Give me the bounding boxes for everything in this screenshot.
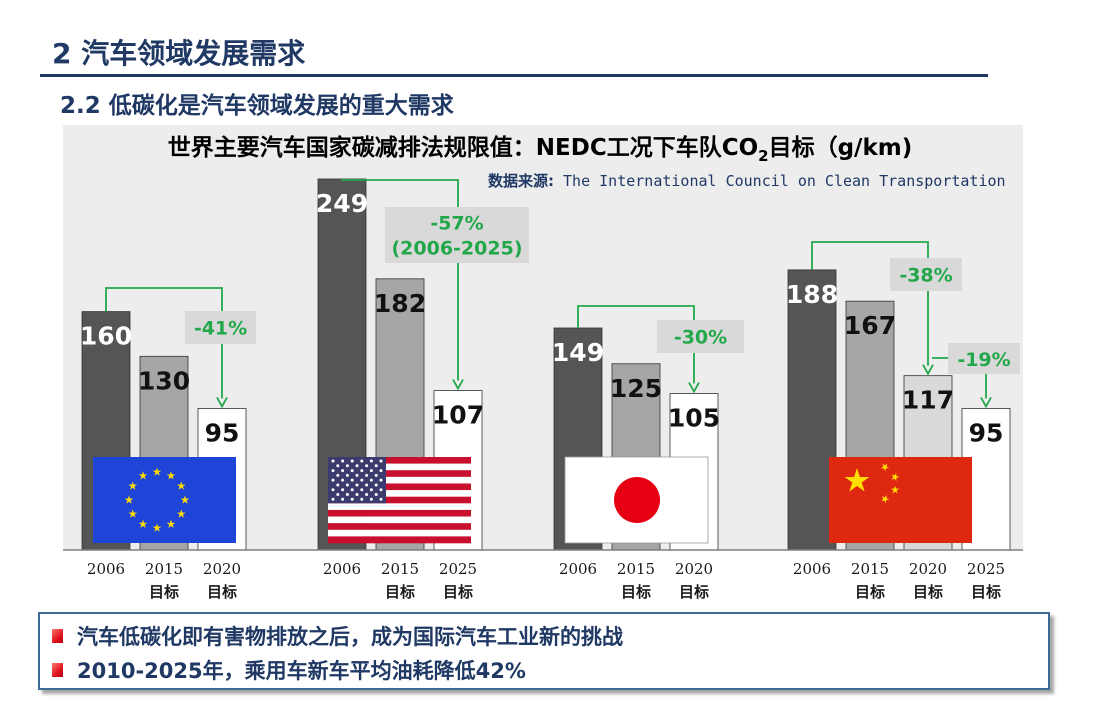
- reduction-label: -57%: [430, 213, 483, 235]
- chart-source-text: The International Council on Clean Trans…: [554, 172, 1006, 190]
- chart-title: 世界主要汽车国家碳减排法规限值：NEDC工况下车队CO2目标（g/km): [168, 134, 912, 165]
- x-tick-sublabel: 目标: [207, 583, 237, 601]
- reduction-label: -38%: [899, 265, 952, 287]
- reduction-label-box: [657, 320, 744, 353]
- summary-box: 汽车低碳化即有害物排放之后，成为国际汽车工业新的挑战 2010-2025年，乘用…: [38, 612, 1050, 690]
- x-tick-label: 2020: [203, 560, 241, 578]
- star-icon: [152, 523, 162, 532]
- star-icon: [881, 495, 890, 504]
- x-tick-sublabel: 目标: [971, 583, 1001, 601]
- star-icon: [124, 495, 134, 504]
- star-icon: [138, 519, 148, 528]
- bar-value-label: 188: [786, 280, 838, 309]
- summary-text: 汽车低碳化即有害物排放之后，成为国际汽车工业新的挑战: [77, 625, 623, 649]
- reduction-label-box: [385, 207, 529, 263]
- x-tick-sublabel: 目标: [443, 583, 473, 601]
- co2-target-chart: 世界主要汽车国家碳减排法规限值：NEDC工况下车队CO2目标（g/km) 数据来…: [63, 125, 1023, 601]
- bar-value-label: 95: [205, 418, 240, 447]
- reduction-label-box: [948, 343, 1020, 374]
- arrow-head-icon: [980, 397, 992, 409]
- reduction-label: -41%: [194, 318, 247, 340]
- arrow-head-icon: [922, 364, 934, 376]
- x-tick-label: 2006: [793, 560, 831, 578]
- x-tick-sublabel: 目标: [913, 583, 943, 601]
- bar-value-label: 125: [610, 374, 662, 403]
- page-title: 2 汽车领域发展需求: [52, 37, 306, 70]
- star-icon: [138, 471, 148, 480]
- reduction-label: -30%: [674, 327, 727, 349]
- arrow-head-icon: [688, 382, 700, 394]
- bar-value-label: 182: [374, 289, 426, 318]
- star-icon: [166, 471, 176, 480]
- arrow-head-icon: [452, 379, 464, 391]
- star-icon: [176, 509, 186, 518]
- chart-source: 数据来源: The International Council on Clean…: [488, 172, 1006, 190]
- x-tick-label: 2015: [145, 560, 183, 578]
- bar-value-label: 117: [902, 386, 954, 415]
- reduction-label: (2006-2025): [391, 238, 522, 260]
- x-tick-label: 2020: [675, 560, 713, 578]
- bar-value-label: 167: [844, 311, 896, 340]
- eu-flag-icon: [93, 457, 236, 543]
- x-tick-sublabel: 目标: [149, 583, 179, 601]
- chart-title-subscript: 2: [758, 147, 768, 165]
- section-subtitle: 2.2 低碳化是汽车领域发展的重大需求: [60, 93, 454, 119]
- bullet-icon: [52, 663, 63, 677]
- x-tick-label: 2006: [323, 560, 361, 578]
- star-icon: [180, 495, 190, 504]
- star-icon: [891, 472, 900, 482]
- x-tick-label: 2025: [967, 560, 1005, 578]
- arrow-head-icon: [216, 397, 228, 409]
- bar-value-label: 149: [552, 338, 604, 367]
- chart-title-tail: 目标（g/km): [769, 134, 913, 161]
- bullet-icon: [52, 629, 63, 643]
- bar-value-label: 105: [668, 404, 720, 433]
- chart-source-label: 数据来源:: [488, 172, 554, 190]
- bar-value-label: 95: [969, 418, 1004, 447]
- chart-title-main: 世界主要汽车国家碳减排法规限值：NEDC工况下车队CO: [168, 134, 758, 161]
- reduction-bracket: [811, 241, 929, 366]
- china-flag-icon: [829, 457, 972, 543]
- reduction-label-box: [890, 258, 962, 291]
- x-tick-label: 2015: [851, 560, 889, 578]
- bar-value-label: 107: [432, 401, 484, 430]
- x-tick-sublabel: 目标: [679, 583, 709, 601]
- x-tick-label: 2015: [617, 560, 655, 578]
- x-tick-sublabel: 目标: [385, 583, 415, 601]
- bar-value-label: 130: [138, 366, 190, 395]
- star-icon: [890, 485, 900, 494]
- japan-flag-icon: [564, 456, 709, 544]
- us-flag-icon: [328, 457, 471, 544]
- x-tick-label: 2006: [559, 560, 597, 578]
- star-icon: [128, 481, 138, 490]
- x-tick-label: 2006: [87, 560, 125, 578]
- summary-item: 2010-2025年，乘用车新车平均油耗降低42%: [52, 656, 526, 684]
- summary-text: 2010-2025年，乘用车新车平均油耗降低42%: [77, 659, 526, 683]
- bar-value-label: 249: [316, 189, 368, 218]
- star-icon: [176, 481, 186, 490]
- reduction-bracket: [341, 178, 459, 381]
- x-tick-label: 2015: [381, 560, 419, 578]
- bar-value-label: 160: [80, 322, 132, 351]
- star-icon: [166, 519, 176, 528]
- summary-item: 汽车低碳化即有害物排放之后，成为国际汽车工业新的挑战: [52, 622, 623, 650]
- x-tick-label: 2020: [909, 560, 947, 578]
- x-tick-sublabel: 目标: [621, 583, 651, 601]
- title-divider: [40, 74, 988, 77]
- star-icon: [128, 509, 138, 518]
- x-tick-sublabel: 目标: [855, 583, 885, 601]
- reduction-label-box: [185, 311, 256, 344]
- bar: [787, 269, 837, 551]
- star-icon: [844, 468, 870, 492]
- x-tick-label: 2025: [439, 560, 477, 578]
- reduction-label: -19%: [957, 349, 1010, 371]
- star-icon: [880, 463, 890, 472]
- star-icon: [152, 467, 162, 476]
